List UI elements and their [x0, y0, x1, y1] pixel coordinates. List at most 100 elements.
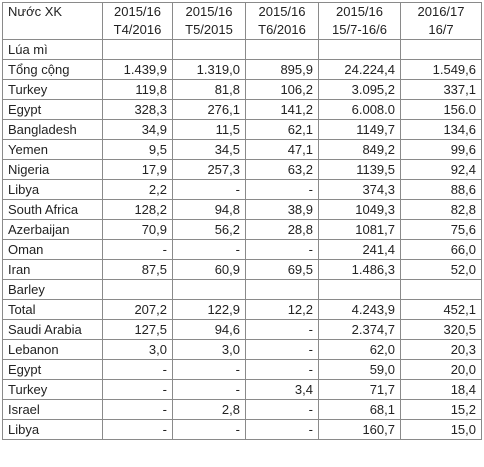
value-cell: 94,8 — [172, 199, 246, 220]
value-cell: 94,6 — [172, 319, 246, 340]
value-cell: 257,3 — [172, 159, 246, 180]
value-cell: 1139,5 — [318, 159, 401, 180]
table-row: Yemen 9,5 34,5 47,1 849,2 99,6 — [2, 139, 482, 160]
row-label: South Africa — [2, 199, 103, 220]
table-row: Libya 2,2- -374,3 88,6 — [2, 179, 482, 200]
value-cell: 88,6 — [400, 179, 482, 200]
value-cell: 119,8 — [102, 79, 173, 100]
value-cell: 66,0 — [400, 239, 482, 260]
table-row: Turkey - -3,4 71,7 18,4 — [2, 379, 482, 400]
value-cell: - — [172, 239, 246, 260]
export-table: Nước XK 2015/16 T4/2016 2015/16 T5/2015 2015/… — [2, 2, 482, 440]
row-label: Tổng cộng — [2, 59, 103, 80]
header-line: 2015/16 — [114, 4, 161, 19]
header-cell: 2015/16 T6/2016 — [245, 2, 319, 40]
value-cell: 59,0 — [318, 359, 401, 380]
value-cell: - — [172, 419, 246, 440]
header-line: 2015/16 — [185, 4, 233, 19]
row-label: Barley — [2, 279, 103, 300]
table-row: Libya - - -160,7 15,0 — [2, 419, 482, 440]
empty-cell — [318, 39, 401, 60]
value-cell: 18,4 — [400, 379, 482, 400]
table-row: Saudi Arabia 127,5 94,6-2.374,7 320,5 — [2, 319, 482, 340]
value-cell: 1.549,6 — [400, 59, 482, 80]
value-cell: 99,6 — [400, 139, 482, 160]
value-cell: 374,3 — [318, 179, 401, 200]
value-cell: 160,7 — [318, 419, 401, 440]
header-line: 16/7 — [428, 22, 454, 37]
row-label: Azerbaijan — [2, 219, 103, 240]
value-cell: 328,3 — [102, 99, 173, 120]
value-cell: 320,5 — [400, 319, 482, 340]
header-line: 2015/16 — [258, 4, 306, 19]
header-line: T6/2016 — [258, 22, 306, 37]
value-cell: 207,2 — [102, 299, 173, 320]
value-cell: - — [172, 179, 246, 200]
header-cell: 2015/16 15/7-16/6 — [318, 2, 401, 40]
value-cell: 71,7 — [318, 379, 401, 400]
value-cell: 34,5 — [172, 139, 246, 160]
value-cell: 15,2 — [400, 399, 482, 420]
row-label: Turkey — [2, 79, 103, 100]
value-cell: 3,0 — [102, 339, 173, 360]
value-cell: - — [102, 379, 173, 400]
value-cell: 11,5 — [172, 119, 246, 140]
value-cell: 128,2 — [102, 199, 173, 220]
row-label: Libya — [2, 419, 103, 440]
value-cell: - — [172, 359, 246, 380]
value-cell: 1049,3 — [318, 199, 401, 220]
value-cell: 75,6 — [400, 219, 482, 240]
empty-cell — [102, 279, 173, 300]
value-cell: - — [245, 419, 319, 440]
value-cell: 122,9 — [172, 299, 246, 320]
row-label: Egypt — [2, 359, 103, 380]
value-cell: 141,2 — [245, 99, 319, 120]
empty-cell — [245, 39, 319, 60]
value-cell: 3.095,2 — [318, 79, 401, 100]
value-cell: 849,2 — [318, 139, 401, 160]
value-cell: 20,3 — [400, 339, 482, 360]
table-row: South Africa 128,2 94,8 38,9 1049,3 82,8 — [2, 199, 482, 220]
value-cell: 2.374,7 — [318, 319, 401, 340]
value-cell: 17,9 — [102, 159, 173, 180]
row-label: Lúa mì — [2, 39, 103, 60]
table-row: Lebanon 3,0 3,0-62,0 20,3 — [2, 339, 482, 360]
table-row: Bangladesh 34,9 11,5 62,1 1149,7 134,6 — [2, 119, 482, 140]
value-cell: 134,6 — [400, 119, 482, 140]
value-cell: - — [102, 399, 173, 420]
value-cell: 6.008.0 — [318, 99, 401, 120]
value-cell: 1081,7 — [318, 219, 401, 240]
row-label: Turkey — [2, 379, 103, 400]
value-cell: 62,1 — [245, 119, 319, 140]
table-row: Egypt - - -59,0 20,0 — [2, 359, 482, 380]
value-cell: 4.243,9 — [318, 299, 401, 320]
value-cell: - — [245, 239, 319, 260]
value-cell: - — [245, 179, 319, 200]
value-cell: 47,1 — [245, 139, 319, 160]
value-cell: 62,0 — [318, 339, 401, 360]
value-cell: 52,0 — [400, 259, 482, 280]
value-cell: 9,5 — [102, 139, 173, 160]
row-label: Bangladesh — [2, 119, 103, 140]
row-label: Oman — [2, 239, 103, 260]
value-cell: 34,9 — [102, 119, 173, 140]
header-cell: Nước XK — [2, 2, 103, 40]
value-cell: - — [245, 339, 319, 360]
row-label: Egypt — [2, 99, 103, 120]
value-cell: 28,8 — [245, 219, 319, 240]
value-cell: 63,2 — [245, 159, 319, 180]
row-label: Yemen — [2, 139, 103, 160]
table-header: Nước XK 2015/16 T4/2016 2015/16 T5/2015 2015/… — [2, 2, 482, 40]
row-label: Libya — [2, 179, 103, 200]
header-cell: 2015/16 T5/2015 — [172, 2, 246, 40]
table-row: Tổng cộng 1.439,9 1.319,0 895,9 24.224,4 1.54… — [2, 59, 482, 80]
row-label: Lebanon — [2, 339, 103, 360]
value-cell: 452,1 — [400, 299, 482, 320]
value-cell: 241,4 — [318, 239, 401, 260]
value-cell: 337,1 — [400, 79, 482, 100]
value-cell: 2,8 — [172, 399, 246, 420]
table-row: Lúa mì — [2, 39, 482, 60]
header-line: 2016/17 — [417, 4, 465, 19]
row-label: Israel — [2, 399, 103, 420]
